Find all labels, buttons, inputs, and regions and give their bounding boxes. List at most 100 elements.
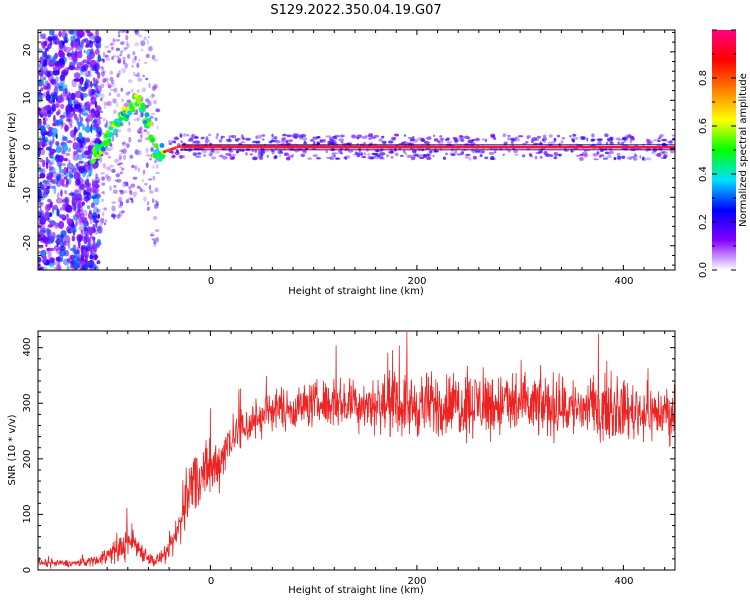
heatmap-cell-952 [104,45,110,49]
heatmap-cell-1059 [150,234,155,237]
heatmap-cell-492 [53,222,60,229]
heatmap-cell-459 [73,72,81,79]
heatmap-cell-1729 [423,154,427,158]
heatmap-cell-675 [81,112,89,116]
heatmap-cell-80 [84,70,91,78]
heatmap-cell-1308 [310,139,315,142]
heatmap-cell-1143 [119,166,123,169]
heatmap-cell-1465 [291,153,294,158]
heatmap-cell-850 [38,141,42,150]
heatmap-cell-935 [114,158,120,163]
spectrogram-y-tick-neg10: -10 [22,187,33,203]
heatmap-cell-1891 [367,152,371,157]
heatmap-cell-1812 [419,156,425,160]
heatmap-cell-1001 [112,54,117,58]
heatmap-cell-1510 [236,137,241,141]
heatmap-cell-1376 [269,140,276,143]
heatmap-cell-388 [55,208,59,217]
heatmap-cell-1292 [560,140,564,144]
heatmap-cell-1622 [249,153,253,156]
spectrogram-heatmap [38,23,675,270]
heatmap-cell-1290 [407,136,414,140]
heatmap-cell-1903 [329,156,335,161]
heatmap-cell-731 [49,152,54,156]
heatmap-cell-1920 [171,155,176,159]
heatmap-cell-562 [92,236,96,241]
heatmap-cell-884 [55,119,59,126]
heatmap-cell-1944 [344,148,350,151]
heatmap-cell-820 [47,217,51,223]
heatmap-cell-748 [62,136,68,142]
heatmap-cell-372 [91,189,97,194]
heatmap-cell-1197 [142,25,146,28]
heatmap-cell-1104 [95,192,100,195]
spectrogram-frame [37,29,676,271]
heatmap-cell-1541 [426,156,432,160]
heatmap-cell-1175 [145,147,149,154]
heatmap-cell-1893 [598,139,602,143]
heatmap-cell-1757 [579,153,584,157]
heatmap-cell-2007 [136,99,142,105]
heatmap-cell-832 [72,142,79,150]
heatmap-cell-985 [145,131,151,135]
heatmap-cell-861 [60,145,64,153]
heatmap-cell-1511 [452,136,456,140]
heatmap-cell-1161 [130,183,136,188]
spectrogram-y-label: Frequency (Hz) [7,112,18,188]
heatmap-cell-1935 [642,156,645,160]
heatmap-cell-1919 [390,156,394,159]
heatmap-cell-1050 [118,199,122,204]
heatmap-cell-1689 [205,141,208,145]
heatmap-cell-1853 [232,153,236,157]
heatmap-cell-1033 [134,165,137,171]
heatmap-cell-1184 [101,191,105,194]
heatmap-cell-726 [90,80,93,89]
heatmap-cell-1016 [140,126,143,131]
spectrogram-y-tick-0: 0 [22,144,33,150]
heatmap-cell-1346 [168,142,173,145]
heatmap-cell-818 [87,87,93,94]
heatmap-cell-579 [52,66,58,71]
heatmap-cell-113 [82,124,86,131]
heatmap-cell-1835 [656,138,660,142]
heatmap-cell-693 [88,166,93,175]
heatmap-cell-1674 [271,150,275,155]
heatmap-cell-1934 [412,135,415,139]
heatmap-cell-554 [56,61,63,70]
heatmap-cell-768 [76,166,83,171]
heatmap-cell-1205 [106,148,112,152]
heatmap-cell-1106 [120,50,123,54]
heatmap-cell-1583 [413,139,418,143]
heatmap-cell-933 [100,217,105,224]
heatmap-cell-1056 [111,46,114,51]
heatmap-cell-776 [89,254,93,260]
heatmap-cell-893 [88,226,95,235]
heatmap-cell-853 [78,50,83,54]
colorbar-tick-06: 0.6 [698,118,709,134]
heatmap-cell-939 [131,64,134,68]
heatmap-cell-2024 [150,137,156,143]
heatmap-cell-1861 [605,141,609,145]
heatmap-cell-710 [59,176,66,184]
heatmap-cell-960 [145,162,149,169]
heatmap-cell-1168 [118,204,123,209]
heatmap-cell-620 [54,102,59,109]
heatmap-cell-513 [81,201,85,206]
heatmap-cell-1232 [142,169,146,175]
heatmap-cell-1947 [403,151,406,154]
heatmap-cell-705 [78,113,82,118]
heatmap-cell-1169 [153,240,157,245]
heatmap-cell-318 [97,213,100,220]
heatmap-cell-880 [93,123,99,128]
heatmap-cell-830 [79,142,84,148]
heatmap-cell-1929 [229,156,235,161]
heatmap-cell-1615 [242,136,245,141]
heatmap-cell-1751 [427,153,432,157]
heatmap-cell-1958 [95,154,101,160]
heatmap-cell-1926 [579,135,584,140]
heatmap-cell-1019 [122,23,125,29]
heatmap-cell-1850 [402,140,408,145]
heatmap-cell-688 [51,219,54,226]
heatmap-cell-1616 [285,139,289,143]
